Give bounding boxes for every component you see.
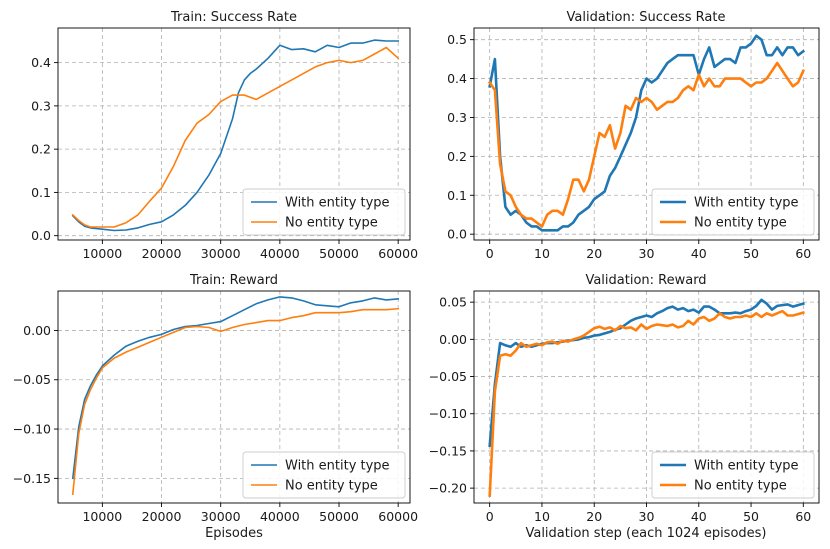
x-tick-label: 10	[534, 246, 550, 261]
x-tick-label: 20	[586, 509, 602, 524]
y-tick-label: −0.05	[13, 372, 51, 387]
series-line-no-entity-type	[71, 46, 400, 228]
legend-box	[651, 188, 815, 236]
legend-label: With entity type	[694, 459, 799, 474]
y-tick-label: 0.4	[447, 71, 467, 86]
x-tick-label: 60000	[378, 246, 418, 261]
y-tick-label: 0.2	[31, 142, 51, 157]
axes-frame	[57, 290, 411, 504]
series-line-with-entity-type	[71, 39, 400, 232]
panel-title: Train: Success Rate	[170, 10, 297, 25]
x-tick-label: 30	[639, 509, 655, 524]
legend-box	[242, 188, 406, 236]
panel-validation-reward: Validation: Reward 0 10 20 30 40 50 60 −0.20 −0.…	[429, 273, 820, 541]
y-tick-label: 0.3	[31, 98, 51, 113]
x-tick-label: 60	[795, 246, 811, 261]
x-tick-label: 40	[691, 509, 707, 524]
legend-label: No entity type	[694, 479, 787, 494]
x-tick-label: 40	[691, 246, 707, 261]
legend-box	[651, 451, 815, 499]
legend-label: No entity type	[285, 479, 378, 494]
x-tick-label: 10	[534, 509, 550, 524]
legend-label: No entity type	[285, 216, 378, 231]
series-line-no-entity-type	[488, 309, 805, 497]
axes-frame	[473, 290, 820, 504]
y-tick-label: 0.3	[447, 110, 467, 125]
x-tick-label: 10000	[82, 246, 122, 261]
legend-label: No entity type	[694, 216, 787, 231]
x-tick-label: 50000	[319, 509, 359, 524]
axes-frame	[473, 27, 820, 241]
y-tick-label: 0.1	[31, 185, 51, 200]
x-axis-label: Episodes	[205, 526, 263, 541]
series-line-with-entity-type	[71, 296, 400, 480]
panel-train-reward: Train: Reward 10000 20000 30000 40000 50000 6…	[13, 273, 418, 541]
y-tick-label: 0.05	[439, 295, 467, 310]
x-tick-label: 40000	[260, 246, 300, 261]
y-tick-label: 0.0	[447, 227, 467, 242]
legend-box	[242, 451, 406, 499]
x-tick-label: 30	[639, 246, 655, 261]
y-tick-label: −0.10	[429, 406, 467, 421]
panel-title: Validation: Success Rate	[567, 10, 726, 25]
y-tick-label: 0.00	[439, 332, 467, 347]
y-tick-label: −0.15	[429, 443, 467, 458]
x-tick-label: 0	[486, 509, 494, 524]
x-tick-label: 60	[795, 509, 811, 524]
x-axis-label: Validation step (each 1024 episodes)	[525, 526, 766, 541]
panel-title: Validation: Reward	[585, 273, 706, 288]
y-tick-label: 0.2	[447, 149, 467, 164]
legend-label: With entity type	[285, 196, 390, 211]
y-tick-label: 0.5	[447, 32, 467, 47]
x-tick-label: 50	[743, 509, 759, 524]
panel-title: Train: Reward	[189, 273, 278, 288]
y-tick-label: −0.15	[13, 471, 51, 486]
series-line-no-entity-type	[487, 61, 806, 228]
legend-label: With entity type	[694, 196, 799, 211]
x-tick-label: 30000	[201, 509, 241, 524]
x-tick-label: 40000	[260, 509, 300, 524]
x-tick-label: 20	[586, 246, 602, 261]
x-tick-label: 60000	[378, 509, 418, 524]
x-tick-label: 50000	[319, 246, 359, 261]
series-line-with-entity-type	[488, 34, 806, 232]
axes-frame	[57, 27, 411, 241]
y-tick-label: 0.00	[23, 323, 51, 338]
panel-validation-success-rate: Validation: Success Rate 0 10 20 30 40 50 60 0.…	[447, 10, 820, 261]
x-tick-label: 30000	[201, 246, 241, 261]
x-tick-label: 10000	[82, 509, 122, 524]
panel-train-success-rate: Train: Success Rate 10000 20000 30000 40000…	[31, 10, 418, 261]
y-tick-label: −0.05	[429, 369, 467, 384]
x-tick-label: 20000	[142, 509, 182, 524]
y-tick-label: 0.1	[447, 188, 467, 203]
y-tick-label: −0.20	[429, 481, 467, 496]
x-tick-label: 50	[743, 246, 759, 261]
series-line-no-entity-type	[71, 307, 400, 495]
y-tick-label: 0.0	[31, 228, 51, 243]
y-tick-label: −0.10	[13, 422, 51, 437]
x-tick-label: 20000	[142, 246, 182, 261]
x-tick-label: 0	[486, 246, 494, 261]
y-tick-label: 0.4	[31, 55, 51, 70]
legend-label: With entity type	[285, 459, 390, 474]
